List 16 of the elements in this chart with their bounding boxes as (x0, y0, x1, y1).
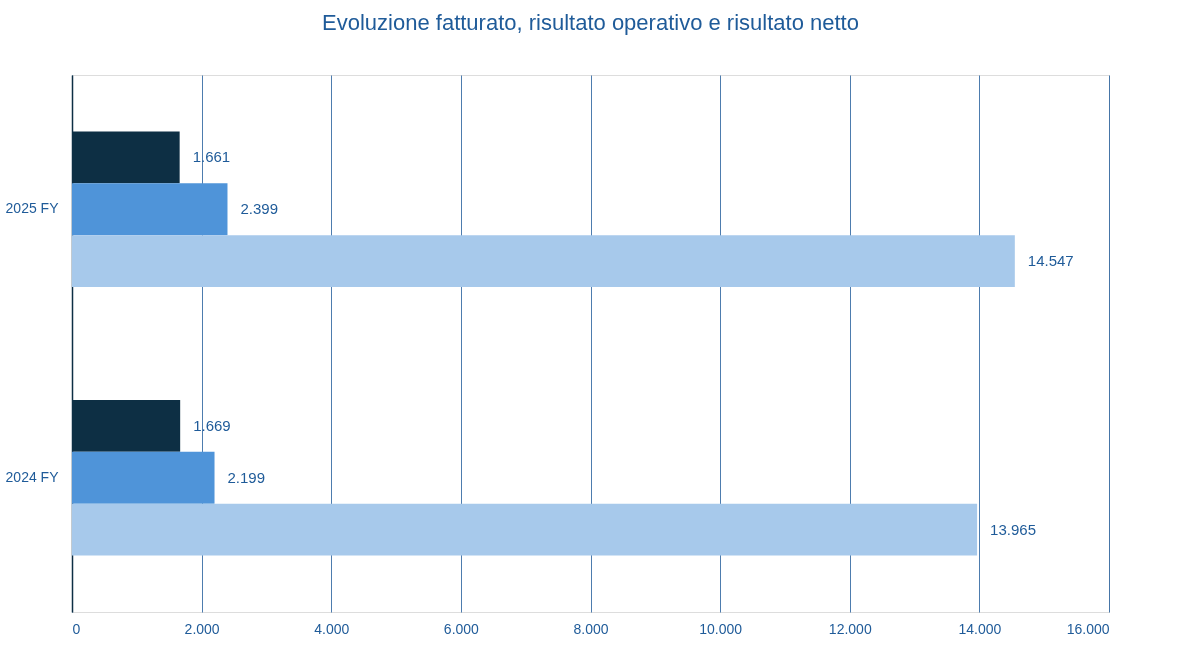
x-tick-label: 10.000 (699, 620, 743, 637)
chart-title: Evoluzione fatturato, risultato operativo e risultato netto (322, 10, 859, 35)
x-tick-label: 4.000 (314, 620, 350, 637)
x-tick-label: 14.000 (958, 620, 1002, 637)
x-tick-label: 2.000 (184, 620, 220, 637)
x-tick-label: 8.000 (573, 620, 609, 637)
x-tick-label: 0 (72, 620, 81, 637)
x-tick-label: 16.000 (1066, 620, 1110, 637)
data-label: 13.965 (990, 520, 1036, 538)
data-label: 2.199 (227, 468, 266, 486)
data-label: 14.547 (1027, 252, 1074, 270)
data-label: 2.399 (240, 200, 279, 218)
x-tick-label: 6.000 (443, 620, 480, 637)
y-tick-label: 2024 FY (5, 468, 60, 485)
y-tick-label: 2025 FY (5, 200, 60, 217)
x-tick-label: 12.000 (828, 620, 872, 637)
